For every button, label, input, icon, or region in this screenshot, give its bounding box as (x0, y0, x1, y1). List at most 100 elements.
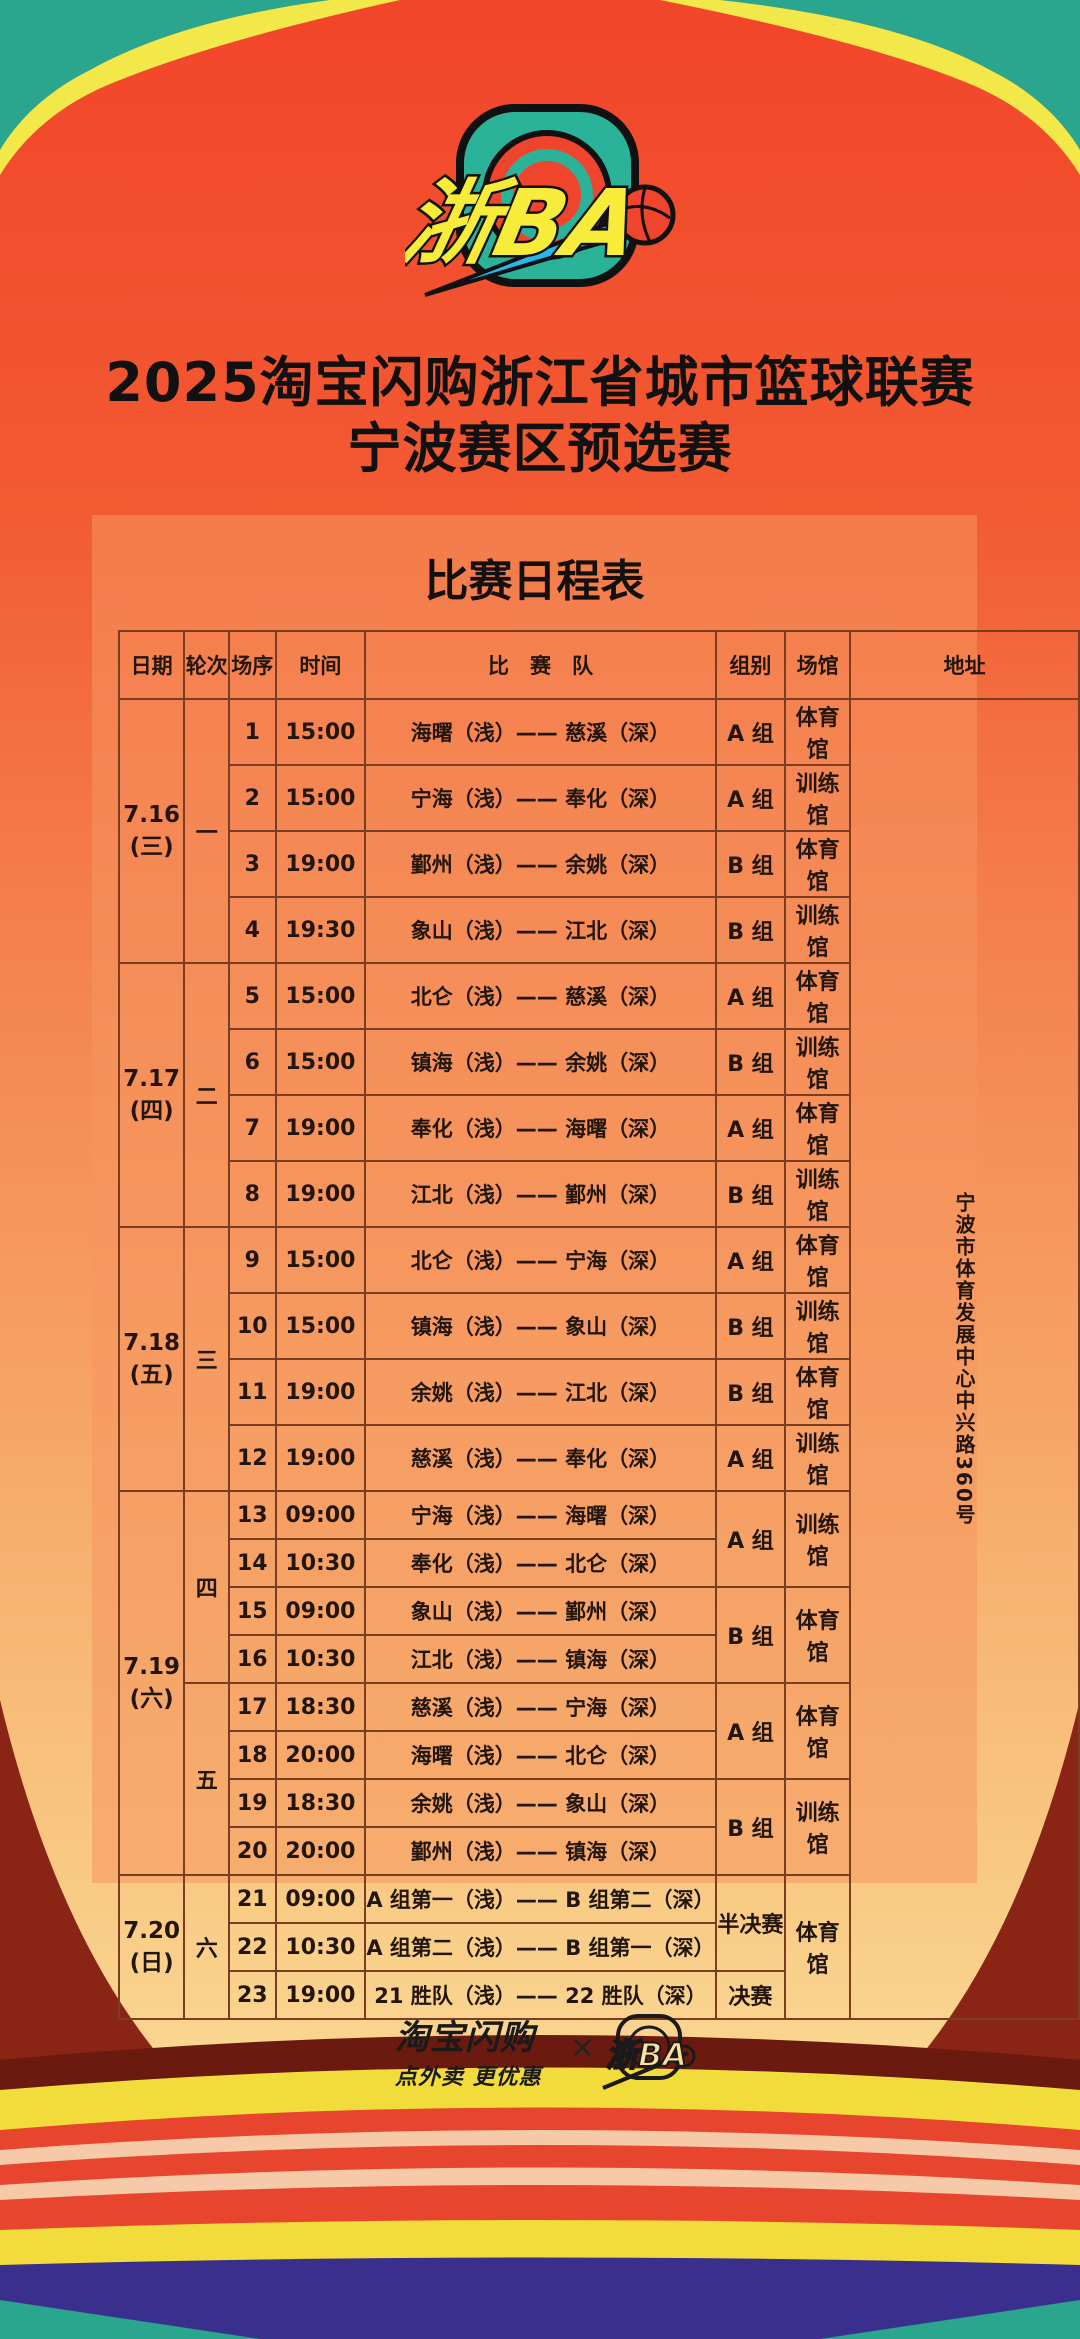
match-time: 15:00 (274, 764, 367, 832)
match-teams: 余姚（浅）—— 江北（深） (364, 1358, 717, 1426)
column-header: 地址 (848, 630, 1080, 700)
match-time: 15:00 (274, 1292, 367, 1360)
match-time: 10:30 (274, 1922, 367, 1972)
table-row: 3 19:00 鄞州（浅）—— 余姚（深） B 组体育馆 (119, 830, 1079, 898)
schedule-title: 比赛日程表 (424, 556, 645, 607)
match-teams: 奉化（浅）—— 海曙（深） (364, 1094, 717, 1162)
match-time: 20:00 (274, 1730, 367, 1780)
match-teams: 镇海（浅）—— 余姚（深） (364, 1028, 717, 1096)
match-time: 09:00 (274, 1874, 367, 1924)
venue-cell: 体育馆 (784, 1358, 851, 1426)
times-sign: × (570, 2030, 596, 2065)
venue-cell: 体育馆 (784, 962, 851, 1030)
match-teams: 慈溪（浅）—— 奉化（深） (364, 1424, 717, 1492)
match-teams: 镇海（浅）—— 象山（深） (364, 1292, 717, 1360)
table-row: 五 17 18:30 慈溪（浅）—— 宁海（深） A 组体育馆 (119, 1682, 1079, 1876)
match-number: 3 (228, 830, 277, 898)
match-teams: 海曙（浅）—— 北仑（深） (364, 1730, 717, 1780)
date: 7.17 (123, 1066, 181, 1092)
match-number: 16 (228, 1634, 277, 1684)
table-row: 18 20:00 海曙（浅）—— 北仑（深） (119, 1730, 1079, 1780)
group-cell: 决赛 (714, 1970, 787, 2020)
date-cell: 7.17 (四) (117, 962, 186, 1228)
match-teams: 北仑（浅）—— 宁海（深） (364, 1226, 717, 1294)
weekday: (三) (129, 834, 174, 860)
date-cell: 7.18 (五) (117, 1226, 186, 1492)
venue-cell: 体育馆 (784, 1094, 851, 1162)
group-cell: A 组 (714, 764, 787, 832)
group-cell: A 组 (714, 1424, 787, 1492)
match-time: 15:00 (274, 698, 367, 766)
table-row: 7.20 (日) 六 21 09:00 A 组第一（浅）—— B 组第二（深） 半决赛 体育馆 (117, 1874, 1079, 2020)
date-cell: 7.16 (三) (117, 698, 186, 964)
group-cell: 半决赛 (714, 1874, 787, 1972)
group-cell: B 组 (714, 830, 787, 898)
match-number: 23 (228, 1970, 277, 2020)
match-number: 5 (228, 962, 277, 1030)
table-row: 6 15:00 镇海（浅）—— 余姚（深） B 组训练馆 (119, 1028, 1079, 1096)
round-cell: 一 (183, 698, 231, 964)
match-number: 12 (228, 1424, 277, 1492)
venue-cell: 体育馆 (784, 1586, 851, 1684)
match-time: 15:00 (274, 1028, 367, 1096)
weekday: (六) (129, 1686, 174, 1712)
table-row: 15 09:00 象山（浅）—— 鄞州（深） B 组体育馆 (119, 1586, 1079, 1684)
match-teams: 宁海（浅）—— 海曙（深） (364, 1490, 717, 1540)
round-cell: 五 (183, 1682, 231, 1876)
weekday: (日) (129, 1950, 174, 1976)
table-row: 20 20:00 鄞州（浅）—— 镇海（深） (119, 1826, 1079, 1876)
group-cell: B 组 (714, 1160, 787, 1228)
svg-text:浙BA: 浙BA (405, 170, 649, 277)
table-row: 7 19:00 奉化（浅）—— 海曙（深） A 组体育馆 (119, 1094, 1079, 1162)
match-teams: 象山（浅）—— 鄞州（深） (364, 1586, 717, 1636)
venue-cell: 体育馆 (784, 1226, 851, 1294)
table-row: 2 15:00 宁海（浅）—— 奉化（深） A 组训练馆 (119, 764, 1079, 832)
match-number: 7 (228, 1094, 277, 1162)
column-header: 时间 (274, 630, 367, 700)
event-subtitle: 宁波赛区预选赛 (347, 417, 733, 480)
group-cell: B 组 (714, 1586, 787, 1684)
match-time: 19:00 (274, 1094, 367, 1162)
match-teams: 象山（浅）—— 江北（深） (364, 896, 717, 964)
venue-cell: 训练馆 (784, 1424, 851, 1492)
column-header: 日期 (117, 630, 186, 700)
match-teams: 江北（浅）—— 鄞州（深） (364, 1160, 717, 1228)
match-time: 19:00 (274, 1160, 367, 1228)
match-teams: 余姚（浅）—— 象山（深） (364, 1778, 717, 1828)
sponsor-slogan: 点外卖 更优惠 (395, 2065, 542, 2090)
match-teams: A 组第二（浅）—— B 组第一（深） (364, 1922, 717, 1972)
match-teams: 宁海（浅）—— 奉化（深） (364, 764, 717, 832)
table-row: 14 10:30 奉化（浅）—— 北仑（深） (119, 1538, 1079, 1588)
match-number: 17 (228, 1682, 277, 1732)
sponsor-logo: 淘宝闪购 点外卖 更优惠 (395, 2010, 542, 2091)
venue-cell: 体育馆 (784, 1682, 851, 1780)
group-cell: B 组 (714, 1028, 787, 1096)
match-time: 19:30 (274, 896, 367, 964)
table-row: 16 10:30 江北（浅）—— 镇海（深） (119, 1634, 1079, 1684)
column-header: 比 赛 队 (364, 630, 717, 700)
date-cell: 7.20 (日) (117, 1874, 186, 2020)
match-time: 15:00 (274, 962, 367, 1030)
match-time: 10:30 (274, 1634, 367, 1684)
date: 7.20 (123, 1918, 181, 1944)
date: 7.16 (123, 802, 181, 828)
venue-cell: 训练馆 (784, 1490, 851, 1588)
table-row: 7.18 (五) 三 9 15:00 北仑（浅）—— 宁海（深） A 组体育馆 (117, 1226, 1079, 1492)
match-number: 1 (228, 698, 277, 766)
table-row: 19 18:30 余姚（浅）—— 象山（深） B 组训练馆 (119, 1778, 1079, 1876)
table-row: 11 19:00 余姚（浅）—— 江北（深） B 组体育馆 (119, 1358, 1079, 1426)
venue-cell: 训练馆 (784, 1028, 851, 1096)
table-header-row: 日期 轮次 场序 时间比 赛 队组别 场馆 地址 (117, 630, 1080, 700)
venue-cell: 训练馆 (784, 1292, 851, 1360)
weekday: (四) (129, 1098, 174, 1124)
match-number: 20 (228, 1826, 277, 1876)
event-title: 2025淘宝闪购浙江省城市篮球联赛 (105, 351, 975, 414)
column-header: 场馆 (784, 630, 851, 700)
table-row: 23 19:00 21 胜队（浅）—— 22 胜队（深） 决赛 (119, 1970, 1079, 2020)
group-cell: A 组 (714, 1682, 787, 1780)
round-cell: 六 (183, 1874, 231, 2020)
match-time: 18:30 (274, 1778, 367, 1828)
column-header: 组别 (714, 630, 787, 700)
match-number: 19 (228, 1778, 277, 1828)
